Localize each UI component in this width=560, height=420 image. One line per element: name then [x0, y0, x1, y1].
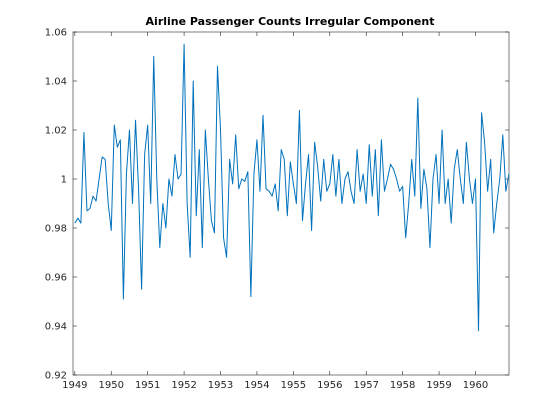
y-tick-label: 1	[61, 175, 67, 186]
x-tick-label: 1959	[426, 380, 451, 391]
x-tick-label: 1956	[317, 380, 342, 391]
y-tick-label: 1.06	[45, 28, 67, 39]
y-axis: 0.92 0.94 0.96 0.98 1 1.02 1.04 1.06	[45, 28, 509, 382]
x-tick-label: 1960	[463, 380, 488, 391]
x-tick-label: 1957	[353, 380, 378, 391]
x-tick-label: 1951	[135, 380, 160, 391]
y-tick-label: 1.04	[45, 77, 67, 88]
x-tick-label: 1950	[99, 380, 124, 391]
y-tick-label: 0.92	[45, 371, 67, 382]
y-tick-label: 1.02	[45, 126, 67, 137]
x-tick-label: 1953	[208, 380, 233, 391]
x-tick-label: 1952	[171, 380, 196, 391]
x-tick-label: 1955	[281, 380, 306, 391]
y-tick-label: 0.94	[45, 322, 67, 333]
y-tick-label: 0.98	[45, 224, 67, 235]
plot-area	[72, 31, 510, 376]
series-line	[74, 43, 510, 332]
x-tick-label: 1949	[62, 380, 87, 391]
y-tick-label: 0.96	[45, 273, 67, 284]
chart-title: Airline Passenger Counts Irregular Compo…	[146, 15, 435, 28]
x-tick-label: 1958	[390, 380, 415, 391]
x-axis: 1949 1950 1951 1952 1953 1954 1955 1956 1957 1958…	[62, 32, 488, 391]
x-tick-label: 1954	[244, 380, 269, 391]
